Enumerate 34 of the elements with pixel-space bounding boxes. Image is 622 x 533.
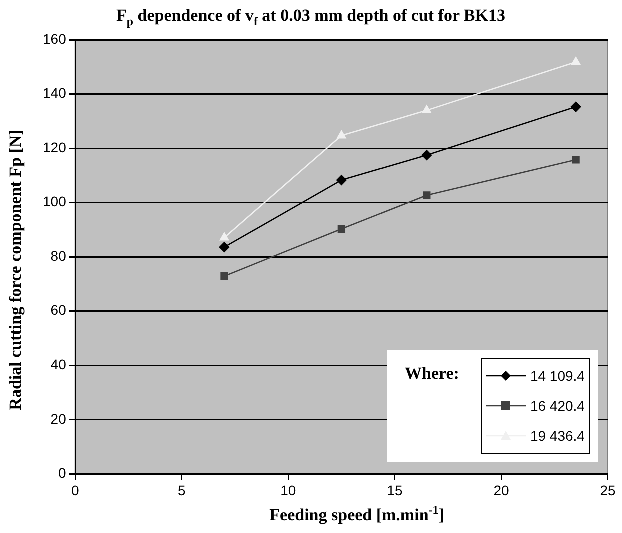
y-tick-label: 0 — [58, 465, 67, 482]
point — [570, 102, 582, 112]
point — [572, 156, 580, 164]
x-tick-label: 25 — [600, 482, 616, 498]
y-tick-label: 80 — [50, 248, 67, 264]
point — [571, 57, 581, 66]
point — [220, 272, 228, 280]
x-tick-label: 5 — [178, 482, 186, 498]
chart-title: F$_{p}$ dependence of v$_{f}$ at 0.03 mm depth of cut for BK13 — [116, 6, 506, 30]
x-tick-label: 20 — [494, 482, 510, 498]
y-axis-title: Radial cutting force component Fp [N] — [6, 128, 26, 412]
point — [336, 175, 347, 186]
y-tick-label: 40 — [50, 356, 67, 373]
y-tick-label: 160 — [43, 30, 67, 47]
point — [219, 242, 230, 252]
legend-title: Where: — [405, 364, 460, 384]
legend-label: 19 436.4 — [530, 428, 585, 444]
x-tick-label: 0 — [71, 482, 80, 498]
point — [338, 225, 346, 233]
x-axis-title: Feeding speed [m.min$^{-1}$] — [268, 503, 446, 526]
legend-label: 16 420.4 — [530, 398, 585, 414]
y-tick-label: 100 — [43, 194, 67, 210]
x-tick-label: 10 — [280, 482, 296, 498]
x-tick-label: 15 — [387, 482, 403, 498]
y-tick-label: 140 — [43, 85, 67, 102]
legend-label: 14 109.4 — [530, 368, 585, 384]
y-tick-label: 60 — [50, 302, 67, 318]
point — [337, 130, 346, 139]
y-tick-label: 120 — [43, 139, 67, 156]
point — [422, 105, 432, 114]
y-tick-label: 20 — [50, 410, 67, 427]
point — [423, 192, 431, 200]
point — [422, 150, 432, 160]
point — [220, 232, 230, 241]
